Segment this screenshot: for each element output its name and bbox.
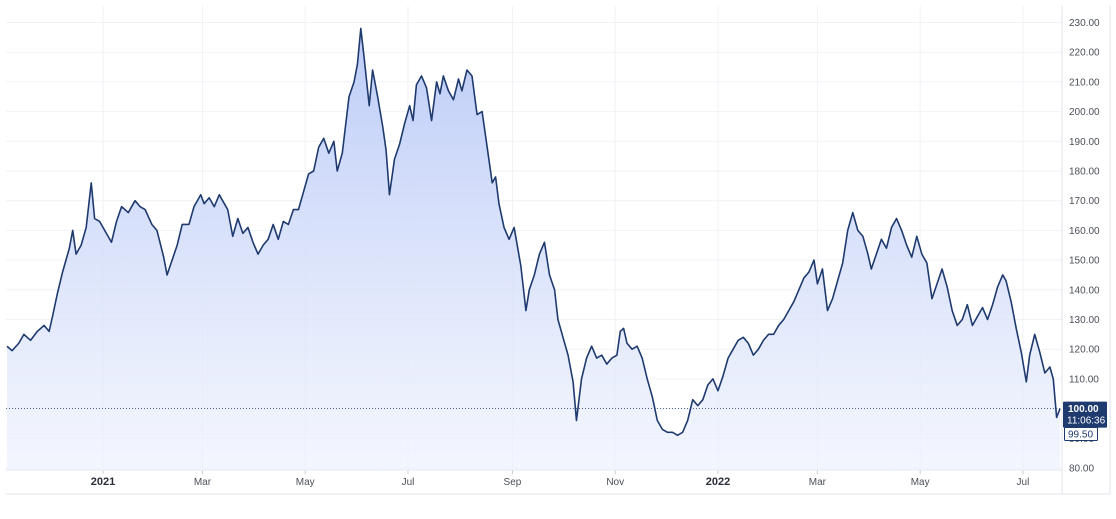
y-tick-label: 170.00 (1069, 196, 1100, 207)
y-tick-label: 210.00 (1069, 77, 1100, 88)
x-tick-label: Mar (809, 477, 827, 488)
y-tick-label: 200.00 (1069, 107, 1100, 118)
y-tick-label: 230.00 (1069, 18, 1100, 29)
y-tick-label: 140.00 (1069, 285, 1100, 296)
low-price-tag: 99.50 (1064, 427, 1098, 441)
x-tick-label: Jul (1017, 477, 1030, 488)
x-tick-label: 2021 (91, 476, 115, 488)
y-tick-label: 130.00 (1069, 315, 1100, 326)
y-tick-label: 160.00 (1069, 226, 1100, 237)
y-tick-label: 150.00 (1069, 256, 1100, 267)
x-tick-label: 2022 (706, 476, 730, 488)
last-price-tag-bg (1063, 401, 1107, 428)
low-price-tag-box (1064, 427, 1098, 441)
y-tick-label: 180.00 (1069, 167, 1100, 178)
low-price-value: 99.50 (1068, 430, 1093, 441)
x-tick-label: May (296, 477, 315, 488)
y-tick-label: 120.00 (1069, 345, 1100, 356)
x-tick-label: May (911, 477, 930, 488)
x-tick-label: Nov (606, 477, 624, 488)
y-tick-label: 220.00 (1069, 48, 1100, 59)
area-fill (7, 28, 1060, 470)
x-tick-label: Sep (504, 477, 522, 488)
countdown-timer: 11:06:36 (1067, 416, 1106, 427)
y-tick-label: 190.00 (1069, 137, 1100, 148)
y-tick-label: 110.00 (1069, 374, 1099, 385)
y-tick-label: 80.00 (1069, 464, 1094, 475)
price-line (6, 27, 1061, 437)
last-price-value: 100.00 (1068, 404, 1099, 415)
x-axis-labels: 2021 Mar May Jul Sep Nov 2022 Mar May Jul (91, 476, 1030, 488)
x-tick-label: Jul (402, 477, 415, 488)
price-area (6, 27, 1061, 470)
x-tick-label: Mar (194, 477, 212, 488)
